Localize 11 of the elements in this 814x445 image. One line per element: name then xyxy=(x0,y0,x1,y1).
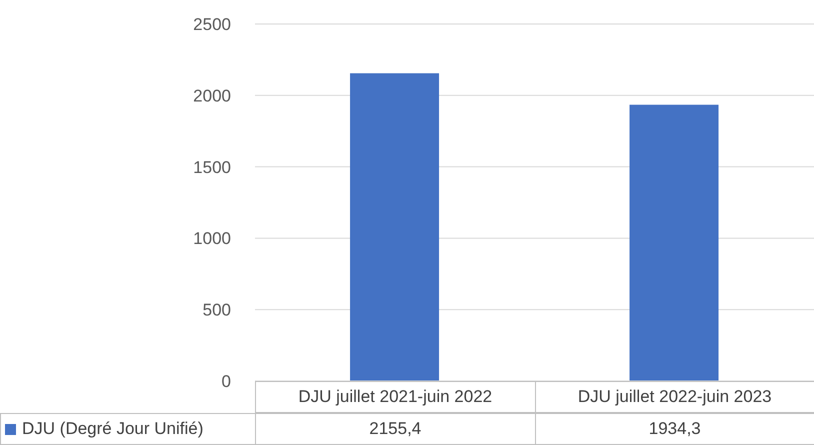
y-tick-label: 1000 xyxy=(193,229,231,248)
legend-label: DJU (Degré Jour Unifié) xyxy=(21,419,204,439)
data-label: 1934,3 xyxy=(534,413,814,445)
y-tick-label: 500 xyxy=(202,300,231,320)
x-tick-label: DJU juillet 2021-juin 2022 xyxy=(255,381,536,413)
y-tick-label: 0 xyxy=(222,372,231,392)
x-tick-label: DJU juillet 2022-juin 2023 xyxy=(534,381,814,413)
y-tick-label: 1500 xyxy=(193,158,231,177)
data-label: 2155,4 xyxy=(255,413,536,445)
y-tick-label: 2500 xyxy=(193,15,231,34)
y-tick-label: 2000 xyxy=(193,86,231,106)
